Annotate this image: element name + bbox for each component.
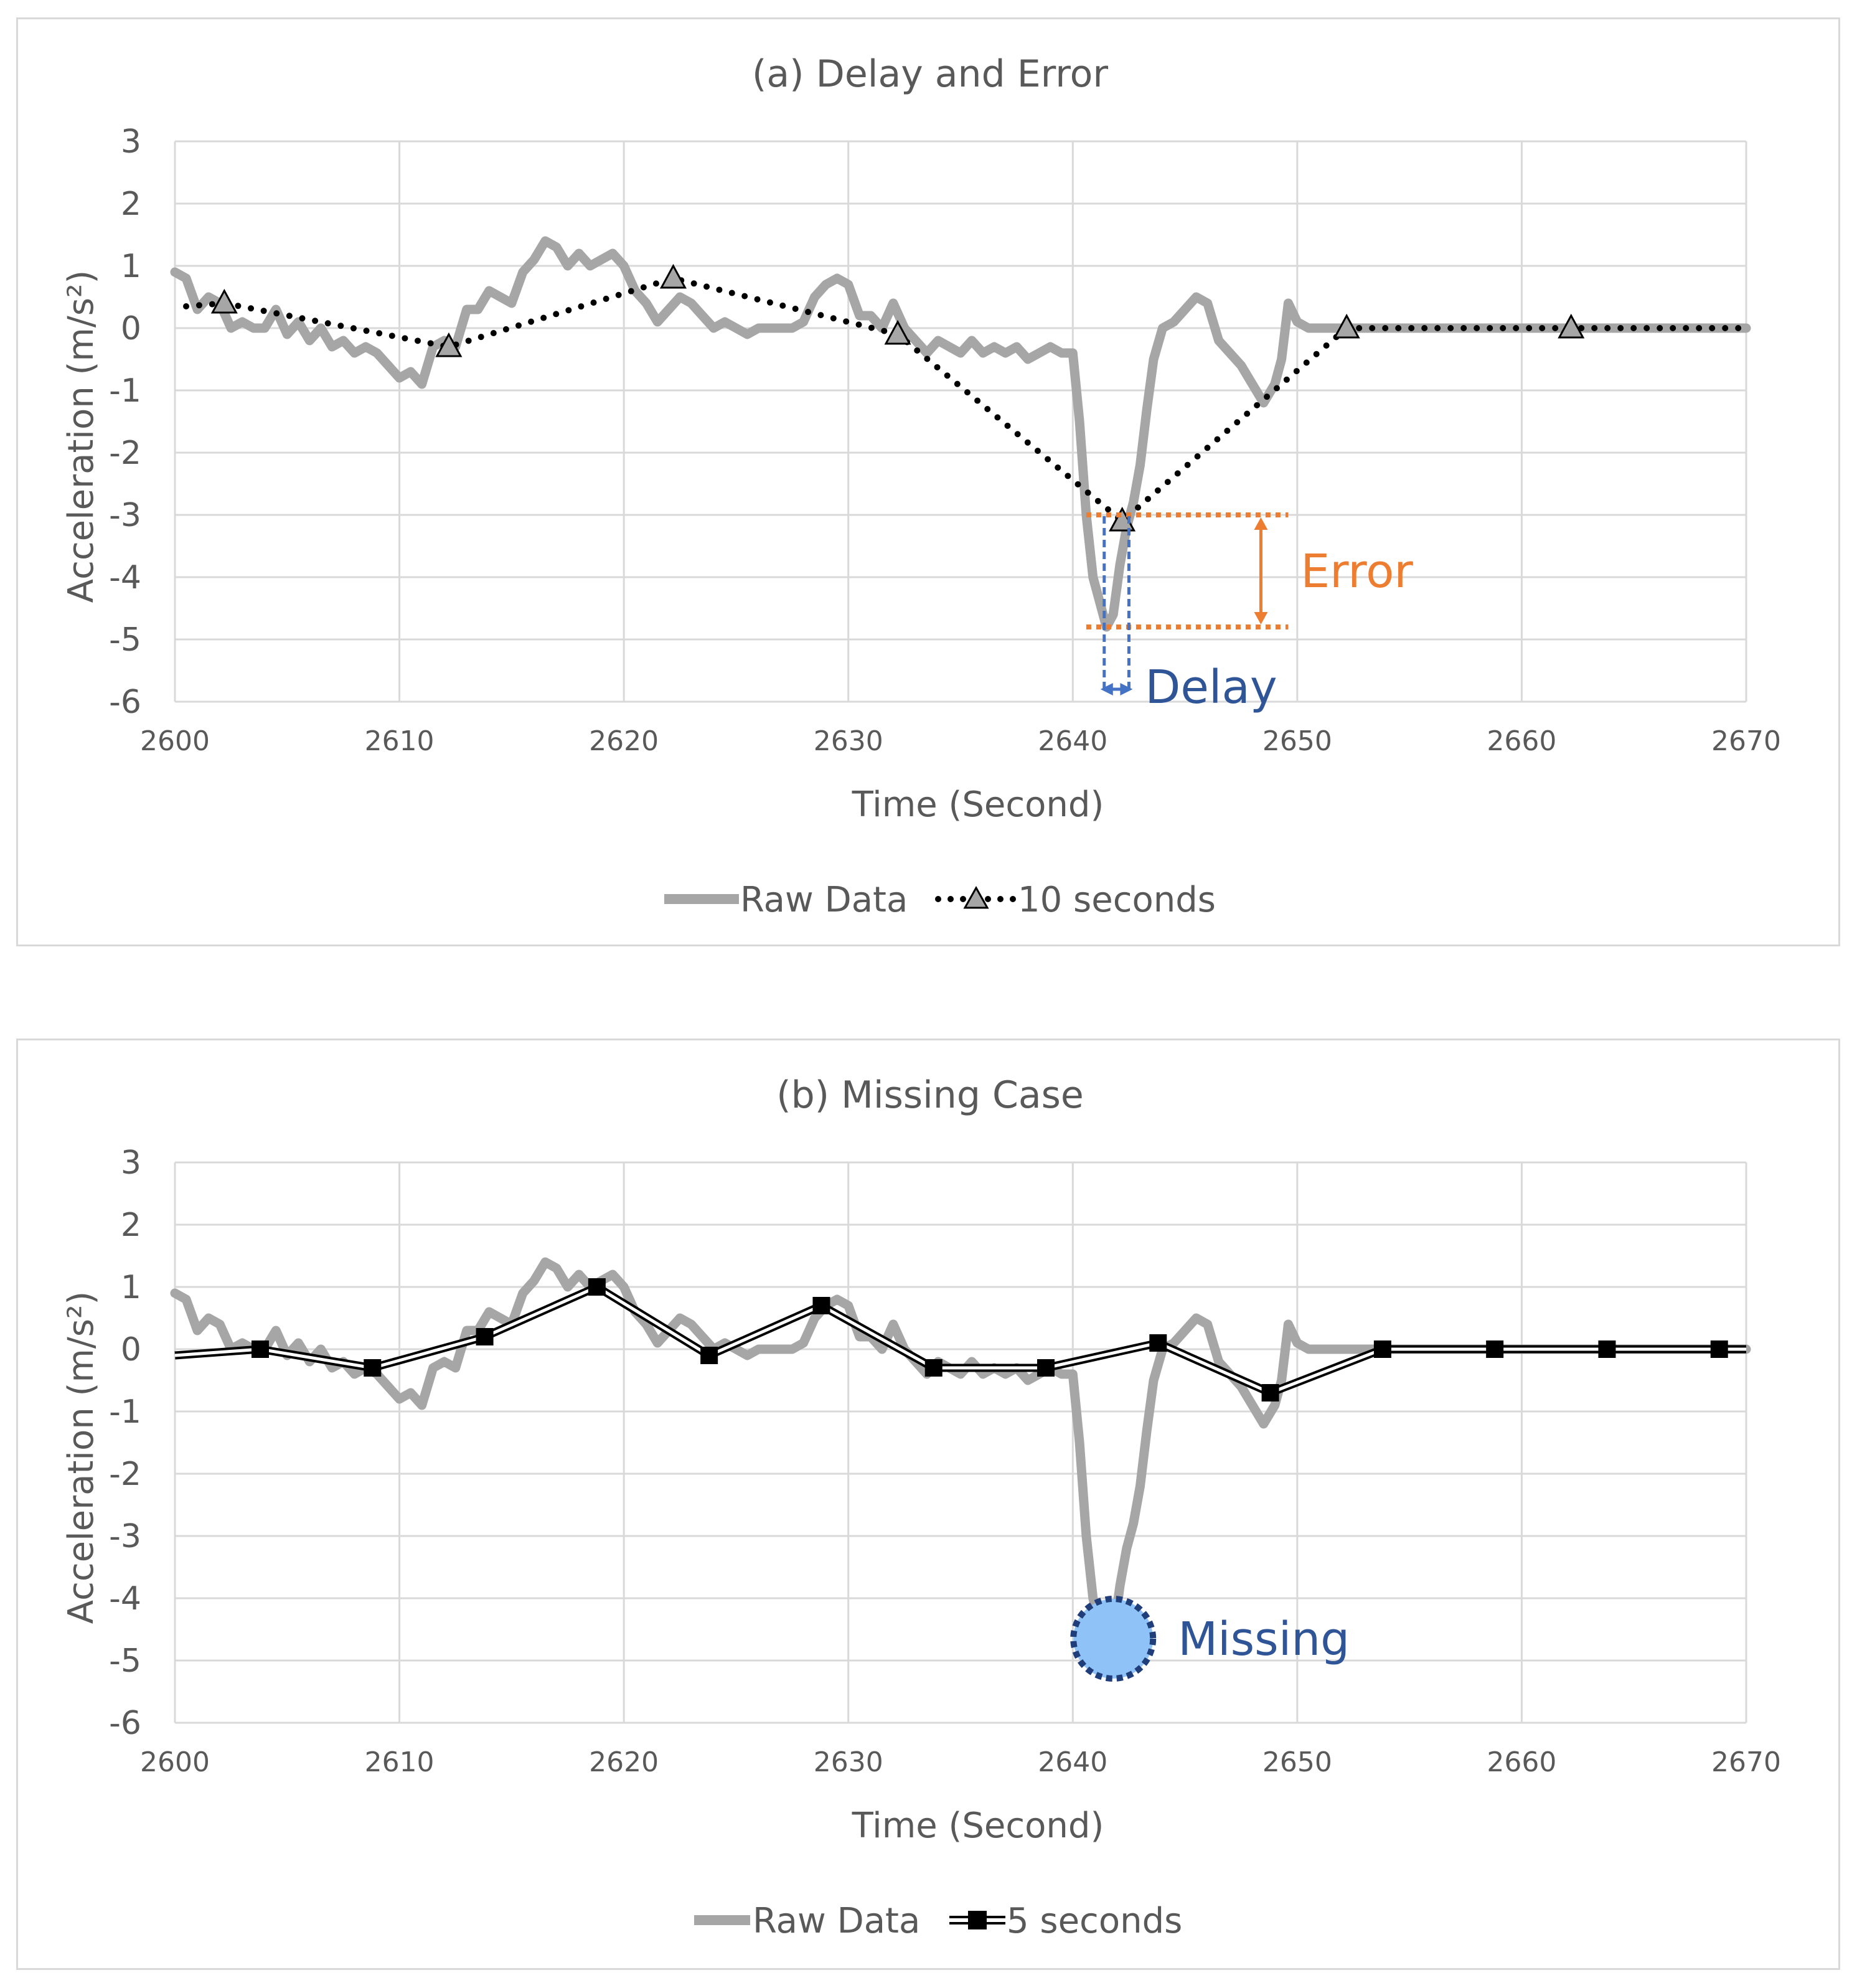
- legend-raw-data-label: Raw Data: [740, 880, 908, 920]
- chart-a-grid: [174, 140, 1747, 703]
- chart-a-svg: (a) Delay and Error 3 2 1 0 -1 -2 -3 -4 -5 -6 2600…: [61, 52, 1781, 920]
- chart-a-y-axis-label: Acceleration (m/s²): [61, 270, 101, 603]
- square-marker: [364, 1359, 382, 1377]
- chart-b-annotations: Missing: [1070, 1596, 1350, 1682]
- square-marker: [1261, 1384, 1279, 1401]
- square-marker: [1598, 1340, 1616, 1358]
- chart-a-series: [170, 236, 1751, 632]
- chart-a-title: (a) Delay and Error: [752, 52, 1108, 96]
- y-tick-label: -4: [109, 559, 141, 596]
- y-tick-label: -3: [109, 497, 141, 534]
- x-tick-label: 2610: [365, 1746, 435, 1778]
- y-tick-label: -6: [109, 1705, 141, 1742]
- legend-raw-data-label: Raw Data: [753, 1901, 920, 1941]
- y-tick-label: -3: [109, 1518, 141, 1555]
- square-marker: [1149, 1334, 1167, 1352]
- x-tick-label: 2610: [365, 725, 435, 757]
- chart-a-legend: Raw Data 10 seconds: [664, 880, 1216, 920]
- y-tick-label: 2: [121, 186, 141, 223]
- y-tick-label: -4: [109, 1580, 141, 1618]
- triangle-marker: [210, 288, 238, 314]
- legend-square-marker: [968, 1911, 987, 1929]
- y-tick-label: 2: [121, 1207, 141, 1244]
- x-tick-label: 2630: [814, 725, 883, 757]
- delay-arrow-head-right: [1120, 683, 1133, 695]
- square-marker: [588, 1278, 606, 1296]
- chart-b-grid: [174, 1161, 1747, 1724]
- missing-circle: [1070, 1596, 1157, 1682]
- y-tick-label: 1: [121, 1269, 141, 1306]
- chart-a-x-axis-label: Time (Second): [852, 784, 1104, 825]
- x-tick-label: 2640: [1038, 1746, 1107, 1778]
- chart-a-annotations: Error Delay: [1086, 512, 1413, 714]
- chart-a-tick-labels: 3 2 1 0 -1 -2 -3 -4 -5 -6 2600 2610 2620 2630 2640 2650…: [109, 123, 1781, 757]
- error-label: Error: [1300, 545, 1413, 598]
- raw-data-line: [170, 1257, 1751, 1653]
- square-marker: [924, 1359, 943, 1377]
- y-tick-label: -5: [109, 621, 141, 659]
- chart-panel-b: (b) Missing Case 3 2 1 0 -1 -2 -3 -4 -5 -6 2600 261…: [16, 1039, 1840, 1970]
- chart-b-svg: (b) Missing Case 3 2 1 0 -1 -2 -3 -4 -5 -6 2600 261…: [61, 1073, 1781, 1941]
- x-tick-label: 2660: [1487, 725, 1556, 757]
- square-marker: [812, 1297, 830, 1314]
- error-arrow-head-up: [1254, 517, 1268, 530]
- x-tick-label: 2630: [814, 1746, 883, 1778]
- legend-5-seconds-label: 5 seconds: [1007, 1901, 1182, 1941]
- chart-panel-a: (a) Delay and Error 3 2 1 0 -1 -2 -3 -4 -5 -6 2600…: [16, 17, 1840, 946]
- x-tick-label: 2600: [140, 1746, 210, 1778]
- legend-10-seconds-label: 10 seconds: [1018, 880, 1216, 920]
- y-tick-label: -5: [109, 1642, 141, 1680]
- raw-data-line: [170, 236, 1751, 632]
- y-tick-label: 0: [121, 310, 141, 347]
- square-marker: [1710, 1340, 1728, 1358]
- y-tick-label: 0: [121, 1331, 141, 1369]
- x-tick-label: 2660: [1487, 1746, 1556, 1778]
- legend-triangle-marker: [963, 885, 989, 909]
- chart-b-y-axis-label: Acceleration (m/s²): [61, 1291, 101, 1624]
- x-tick-label: 2620: [589, 1746, 659, 1778]
- y-tick-label: -1: [109, 1393, 141, 1431]
- x-tick-label: 2650: [1262, 1746, 1332, 1778]
- chart-b-series: [170, 1257, 1751, 1653]
- y-tick-label: -2: [109, 435, 141, 472]
- square-marker: [252, 1340, 270, 1358]
- x-tick-label: 2650: [1262, 725, 1332, 757]
- y-tick-label: 1: [121, 248, 141, 285]
- y-tick-label: 3: [121, 123, 141, 161]
- ten-seconds-line: [183, 275, 1749, 524]
- delay-arrow-head-left: [1100, 683, 1113, 695]
- chart-b-title: (b) Missing Case: [776, 1073, 1084, 1117]
- five-seconds-line-inner: [174, 1285, 1746, 1395]
- y-tick-label: 3: [121, 1144, 141, 1182]
- y-tick-label: -2: [109, 1456, 141, 1493]
- y-tick-label: -1: [109, 372, 141, 410]
- square-marker: [1373, 1340, 1391, 1358]
- triangle-marker: [435, 332, 463, 357]
- x-tick-label: 2600: [140, 725, 210, 757]
- square-marker: [476, 1328, 494, 1345]
- triangle-marker: [884, 319, 911, 345]
- y-tick-label: -6: [109, 684, 141, 721]
- x-tick-label: 2670: [1711, 1746, 1781, 1778]
- chart-b-legend: Raw Data 5 seconds: [694, 1901, 1182, 1941]
- triangle-marker: [1558, 313, 1585, 339]
- square-marker: [1486, 1340, 1504, 1358]
- error-arrow-head-down: [1254, 612, 1268, 624]
- missing-label: Missing: [1178, 1613, 1350, 1666]
- x-tick-label: 2670: [1711, 725, 1781, 757]
- delay-label: Delay: [1145, 661, 1277, 714]
- x-tick-label: 2620: [589, 725, 659, 757]
- chart-b-tick-labels: 3 2 1 0 -1 -2 -3 -4 -5 -6 2600 2610 2620 2630 2640 2650…: [109, 1144, 1781, 1778]
- square-marker: [700, 1347, 718, 1364]
- triangle-marker: [659, 263, 687, 289]
- x-tick-label: 2640: [1038, 725, 1107, 757]
- triangle-marker: [1333, 313, 1360, 339]
- chart-b-x-axis-label: Time (Second): [852, 1806, 1104, 1846]
- square-marker: [1037, 1359, 1055, 1377]
